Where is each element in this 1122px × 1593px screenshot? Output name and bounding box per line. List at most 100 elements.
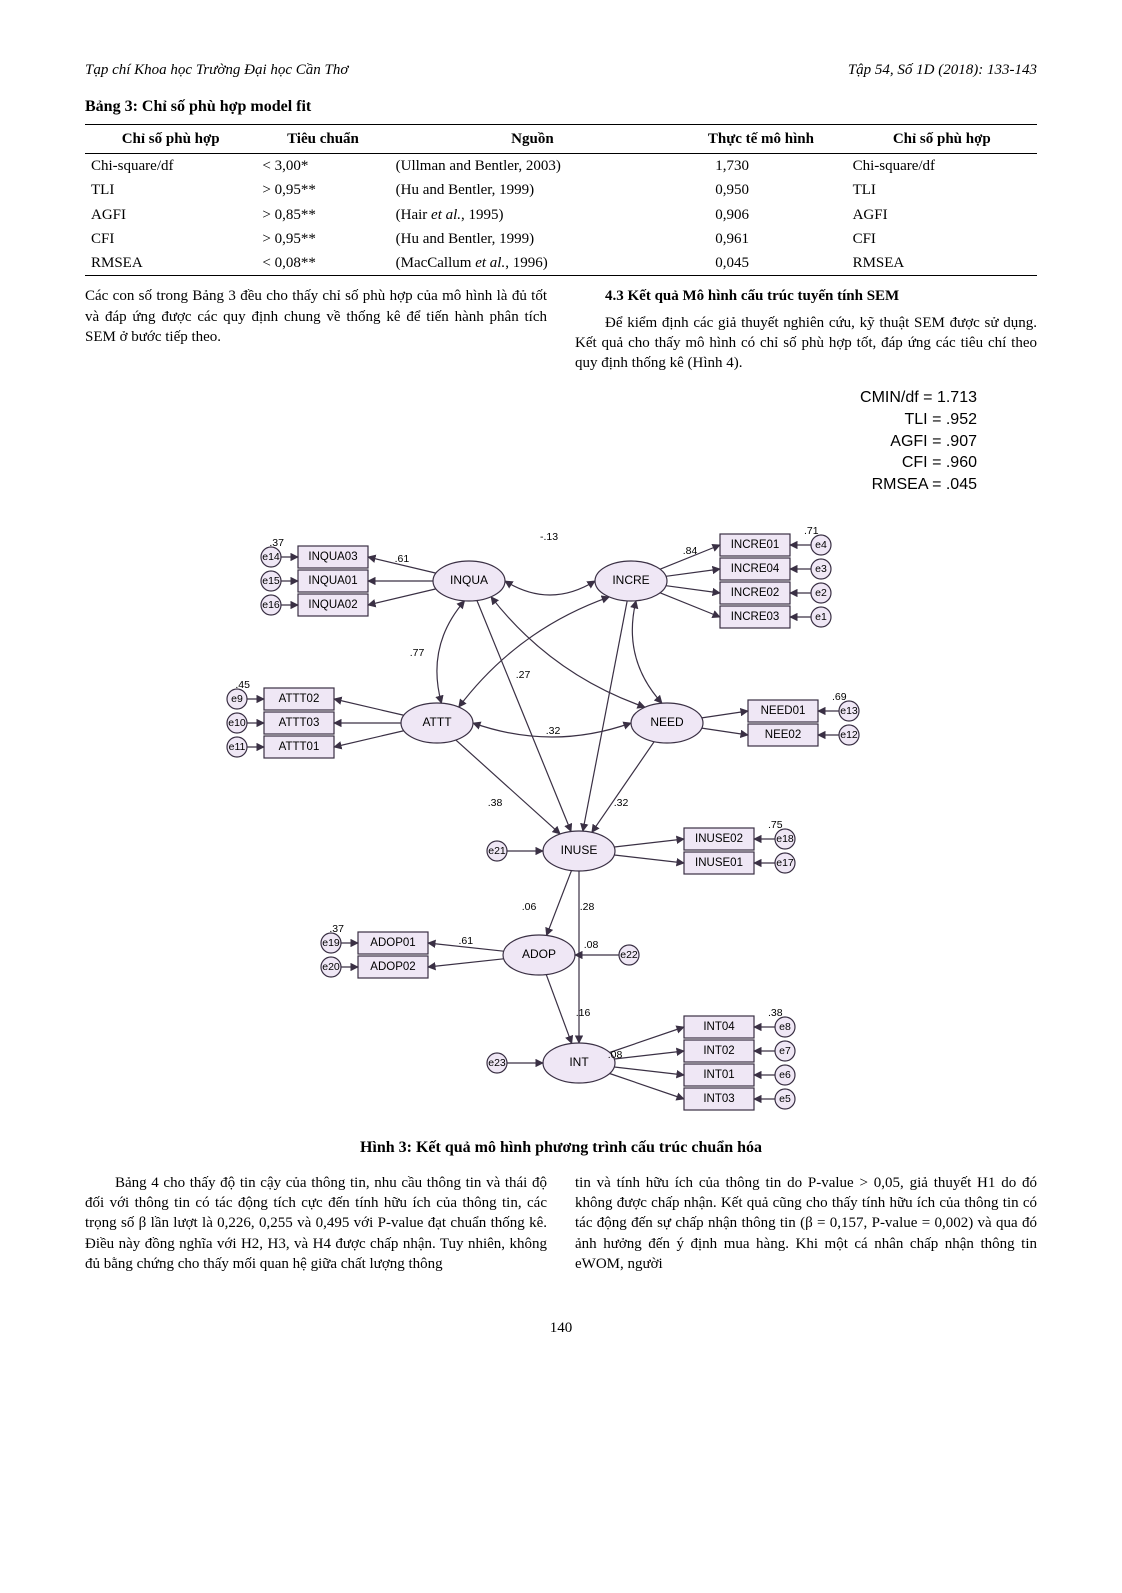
svg-text:e20: e20 [322,961,340,973]
svg-text:e4: e4 [815,539,827,551]
table-row: CFI> 0,95**(Hu and Bentler, 1999)0,961CF… [85,227,1037,251]
svg-text:e13: e13 [840,705,858,717]
svg-text:.08: .08 [584,939,599,951]
svg-text:ADOP01: ADOP01 [370,937,415,949]
svg-text:INCRE03: INCRE03 [731,611,780,623]
table-row: RMSEA< 0,08**(MacCallum et al., 1996)0,0… [85,251,1037,276]
table3-col-header: Tiêu chuẩn [256,124,389,153]
table3-title: Bảng 3: Chỉ số phù hợp model fit [85,96,1037,118]
text-after-table3: Các con số trong Bảng 3 đều cho thấy chỉ… [85,286,1037,373]
fit-stat-line: RMSEA = .045 [85,474,977,496]
svg-text:e17: e17 [776,857,794,869]
svg-text:ADOP02: ADOP02 [370,961,415,973]
svg-text:.06: .06 [522,901,537,913]
svg-text:.16: .16 [576,1007,591,1019]
svg-text:e16: e16 [262,599,280,611]
svg-text:.28: .28 [580,901,595,913]
svg-text:INQUA: INQUA [450,573,488,587]
table3-col-header: Chỉ số phù hợp [85,124,256,153]
svg-text:e14: e14 [262,551,280,563]
svg-text:.37: .37 [269,537,284,549]
svg-text:.45: .45 [235,679,250,691]
fit-stat-line: CFI = .960 [85,452,977,474]
svg-text:INT: INT [569,1055,589,1069]
svg-text:ATTT03: ATTT03 [279,717,320,729]
svg-text:e23: e23 [488,1057,506,1069]
svg-text:e1: e1 [815,611,827,623]
svg-text:INQUA03: INQUA03 [308,551,357,563]
svg-text:e15: e15 [262,575,280,587]
svg-text:INUSE02: INUSE02 [695,833,743,845]
svg-text:NEED01: NEED01 [761,705,806,717]
sem-diagram-wrap: INQUA INCRE ATTT NEED INUSE ADOP INT INQUA03 e14… [85,503,1037,1123]
svg-text:INCRE: INCRE [612,573,649,587]
journal-title-left: Tạp chí Khoa học Trường Đại học Cần Thơ [85,60,348,80]
fit-stat-line: TLI = .952 [85,409,977,431]
table3-col-header: Chỉ số phù hợp [847,124,1037,153]
svg-text:e22: e22 [620,949,638,961]
svg-text:e12: e12 [840,729,858,741]
svg-text:.08: .08 [608,1049,623,1061]
table3-col-header: Nguồn [390,124,676,153]
journal-title-right: Tập 54, Số 1D (2018): 133-143 [848,60,1037,80]
svg-text:-.13: -.13 [540,531,558,543]
svg-text:ATTT02: ATTT02 [279,693,320,705]
svg-text:INT04: INT04 [703,1021,735,1033]
svg-text:.75: .75 [768,819,783,831]
svg-text:e3: e3 [815,563,827,575]
svg-text:.27: .27 [516,669,531,681]
svg-text:.61: .61 [459,935,474,947]
fit-statistics-block: CMIN/df = 1.713TLI = .952AGFI = .907CFI … [85,387,977,495]
section-43-heading: 4.3 Kết quả Mô hình cấu trúc tuyến tính … [575,286,1037,306]
fit-stat-line: AGFI = .907 [85,431,977,453]
bottom-para-right: tin và tính hữu ích của thông tin do P-v… [575,1173,1037,1274]
svg-text:ADOP: ADOP [522,947,556,961]
figure3-caption: Hình 3: Kết quả mô hình phương trình cấu… [85,1137,1037,1159]
fit-stat-line: CMIN/df = 1.713 [85,387,977,409]
svg-text:.38: .38 [768,1007,783,1019]
svg-text:e9: e9 [231,693,243,705]
svg-text:.71: .71 [804,525,819,537]
svg-text:e11: e11 [229,741,246,753]
svg-text:e6: e6 [779,1069,791,1081]
page-number: 140 [85,1318,1037,1338]
svg-text:INCRE02: INCRE02 [731,587,780,599]
text-bottom: Bảng 4 cho thấy độ tin cậy của thông tin… [85,1173,1037,1282]
svg-text:NEED: NEED [650,715,684,729]
table-row: TLI> 0,95**(Hu and Bentler, 1999)0,950TL… [85,178,1037,202]
svg-text:INT03: INT03 [703,1093,734,1105]
sem-diagram: INQUA INCRE ATTT NEED INUSE ADOP INT INQUA03 e14… [181,503,941,1123]
svg-text:e5: e5 [779,1093,791,1105]
svg-text:INT01: INT01 [703,1069,734,1081]
svg-text:ATTT01: ATTT01 [279,741,320,753]
svg-text:INCRE04: INCRE04 [731,563,780,575]
svg-text:.61: .61 [395,553,410,565]
svg-text:e18: e18 [776,833,794,845]
svg-text:e2: e2 [815,587,827,599]
svg-text:ATTT: ATTT [422,715,452,729]
svg-text:.32: .32 [614,797,629,809]
svg-text:NEE02: NEE02 [765,729,801,741]
bottom-para-left: Bảng 4 cho thấy độ tin cậy của thông tin… [85,1173,547,1274]
svg-text:INUSE: INUSE [561,843,598,857]
section-43-text: Để kiểm định các giả thuyết nghiên cứu, … [575,313,1037,374]
svg-text:.84: .84 [683,545,698,557]
svg-text:.37: .37 [329,923,344,935]
svg-text:.77: .77 [410,647,425,659]
svg-text:INCRE01: INCRE01 [731,539,780,551]
table-row: AGFI> 0,85**(Hair et al., 1995)0,906AGFI [85,203,1037,227]
svg-text:e10: e10 [228,717,246,729]
svg-text:e7: e7 [779,1045,791,1057]
svg-text:INUSE01: INUSE01 [695,857,743,869]
table3: Chỉ số phù hợpTiêu chuẩnNguồnThực tế mô … [85,124,1037,277]
svg-text:.69: .69 [832,691,847,703]
table-row: Chi-square/df< 3,00*(Ullman and Bentler,… [85,154,1037,179]
p-after-table: Các con số trong Bảng 3 đều cho thấy chỉ… [85,286,547,347]
svg-text:e19: e19 [322,937,340,949]
svg-text:INQUA01: INQUA01 [308,575,357,587]
svg-text:e8: e8 [779,1021,791,1033]
table3-col-header: Thực tế mô hình [675,124,846,153]
svg-text:INT02: INT02 [703,1045,734,1057]
svg-text:.32: .32 [546,725,561,737]
svg-text:.38: .38 [488,797,503,809]
